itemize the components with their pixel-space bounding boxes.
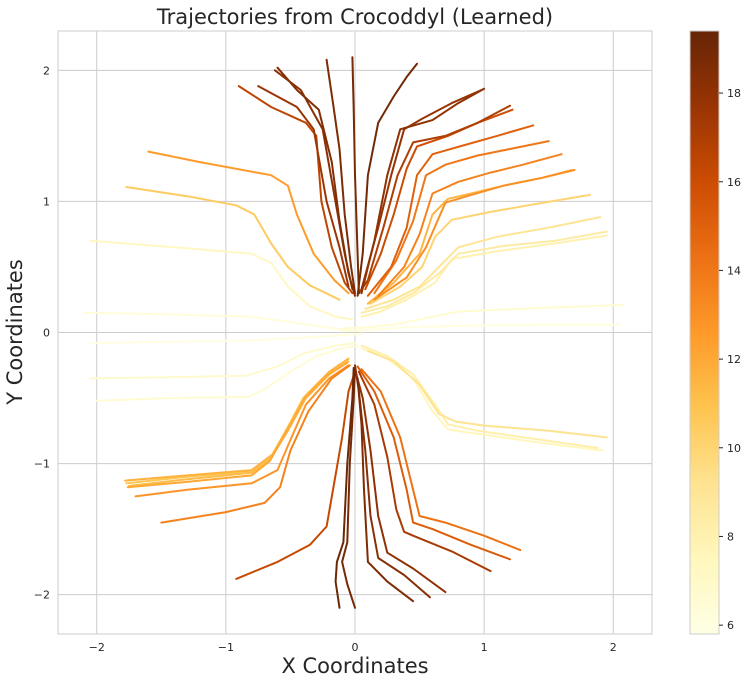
x-tick-label: 2 [610,641,617,654]
colorbar-tick-label: 8 [727,530,734,543]
trajectory-line [351,56,360,295]
trajectory-line [89,332,363,344]
trajectory-line [334,366,355,609]
trajectory-line [356,62,418,297]
y-tick-label: −1 [34,458,50,471]
y-tick-label: −2 [34,589,50,602]
colorbar-tick-label: 10 [727,442,741,455]
chart-title: Trajectories from Crocoddyl (Learned) [156,5,553,29]
trajectory-line [125,186,341,301]
trajectory-line [341,368,356,609]
plot-frame [57,30,653,635]
trajectory-line [89,342,356,380]
trajectory-line [357,370,492,573]
colorbar-tick-label: 6 [727,619,734,632]
trajectory-line [325,58,356,295]
colorbar-tick-label: 16 [727,176,741,189]
trajectory-line [341,323,621,333]
trajectory-line [235,370,356,580]
trajectory-line [160,364,351,524]
trajectory-line [356,365,511,561]
trajectory-line [364,216,602,310]
y-tick-label: 1 [43,195,50,208]
axis-ticks: −2 −1 0 1 2 −2 −1 0 1 2 [34,64,617,654]
trajectory-line [360,230,608,314]
colorbar-tick-label: 14 [727,264,741,277]
y-axis-label: Y Coordinates [3,259,27,406]
x-tick-label: 1 [481,641,488,654]
trajectory-line [360,347,604,452]
trajectory-line [82,311,363,333]
x-axis-label: X Coordinates [281,654,428,678]
trajectory-line [360,89,483,291]
trajectory-line [147,150,350,295]
trajectory-line [366,349,608,439]
trajectory-line [89,239,354,321]
colorbar-tick-label: 18 [727,87,741,100]
trajectory-line [360,87,486,295]
trajectory-line [95,344,359,402]
trajectory-line [357,104,511,295]
y-tick-label: 0 [43,327,50,340]
trajectory-line [134,364,350,498]
trajectory-line [369,193,591,305]
trajectory-line [360,234,608,318]
trajectory-line [356,377,415,603]
trajectory-line [373,169,576,301]
trajectory-line [360,368,522,552]
trajectory-line [366,124,535,297]
colorbar-gradient [689,30,720,635]
trajectory-line [276,66,356,297]
trajectory-line [354,368,447,594]
y-tick-label: 2 [43,64,50,77]
trajectory-line [126,361,349,489]
trajectory-line [237,85,354,295]
x-tick-label: −2 [89,641,105,654]
colorbar-tick-label: 12 [727,353,741,366]
trajectory-line [341,304,624,330]
colorbar: 6 8 10 12 14 16 18 [689,30,741,635]
x-tick-label: 0 [352,641,359,654]
trajectory-lines [82,56,624,609]
trajectory-line [373,140,550,295]
x-tick-label: −1 [218,641,234,654]
trajectory-line [257,85,350,288]
trajectory-line [377,153,563,297]
